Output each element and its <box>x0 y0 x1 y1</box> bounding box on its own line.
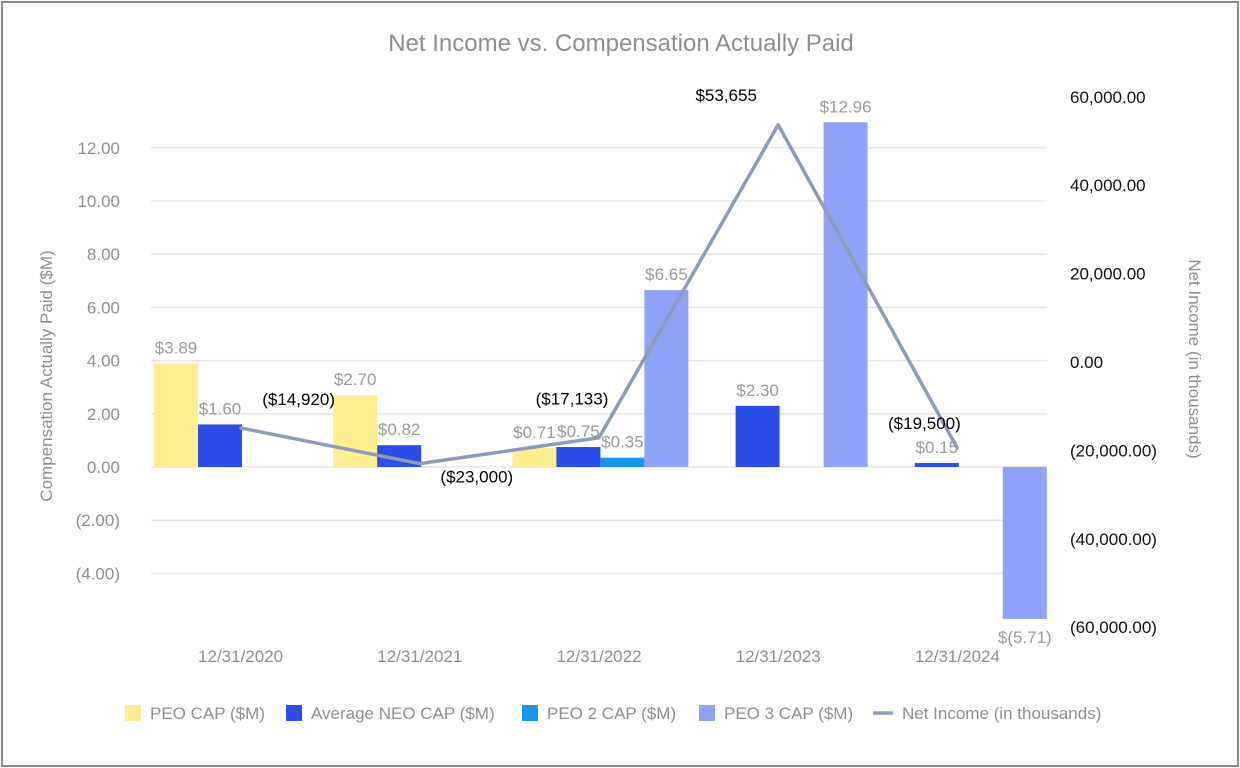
x-tick-label: 12/31/2021 <box>377 647 462 666</box>
legend-label: Net Income (in thousands) <box>902 704 1101 723</box>
bar-data-label: $2.70 <box>334 370 377 389</box>
legend-label: PEO CAP ($M) <box>150 704 265 723</box>
bar-data-label: $3.89 <box>155 339 198 358</box>
bar <box>333 395 378 467</box>
y-axis-label: Compensation Actually Paid ($M) <box>37 250 56 501</box>
net-income-point <box>239 426 243 430</box>
net-income-data-label: $53,655 <box>695 86 756 105</box>
y-tick-label: 2.00 <box>87 405 120 424</box>
legend-label: PEO 2 CAP ($M) <box>547 704 676 723</box>
y-tick-label: 12.00 <box>77 139 120 158</box>
y2-tick-label: (20,000.00) <box>1070 441 1157 460</box>
axes: 12.00 10.00 8.00 6.00 4.00 2.00 0.00 (2.00) (4.0… <box>76 88 1157 666</box>
y2-tick-label: 0.00 <box>1070 353 1103 372</box>
bar <box>198 424 242 467</box>
bar <box>512 448 557 467</box>
bars <box>154 122 1047 619</box>
legend-swatch <box>522 705 538 721</box>
x-tick-label: 12/31/2022 <box>556 647 641 666</box>
legend-swatch <box>699 705 715 721</box>
y-tick-label: (2.00) <box>76 511 120 530</box>
x-tick-label: 12/31/2024 <box>915 647 1000 666</box>
net-income-line <box>239 123 959 466</box>
chart: Net Income vs. Compensation Actually Pai… <box>37 30 1204 723</box>
y-tick-label: 0.00 <box>87 458 120 477</box>
bar <box>823 122 868 467</box>
x-tick-label: 12/31/2020 <box>198 647 283 666</box>
bar-data-label: $0.35 <box>601 433 644 452</box>
y2-tick-label: 20,000.00 <box>1070 265 1146 284</box>
bar <box>1002 467 1047 619</box>
bar-data-label: $12.96 <box>820 97 872 116</box>
bar-data-label: $(5.71) <box>998 628 1052 647</box>
bar-data-label: $6.65 <box>645 265 688 284</box>
legend-label: Average NEO CAP ($M) <box>311 704 495 723</box>
legend-label: PEO 3 CAP ($M) <box>724 704 853 723</box>
bar <box>600 457 645 467</box>
y-tick-label: 6.00 <box>87 298 120 317</box>
net-income-data-label: ($23,000) <box>440 468 513 487</box>
bar-data-label: $0.71 <box>513 423 556 442</box>
net-income-point <box>776 123 780 127</box>
legend-swatch <box>125 705 141 721</box>
net-income-point <box>597 436 601 440</box>
bar-data-label: $0.82 <box>378 420 421 439</box>
net-income-data-label: ($19,500) <box>888 414 961 433</box>
data-labels: $3.89 $2.70 $0.71 $1.60 $0.82 $0.75 $2.30 $0.15… <box>155 86 1052 647</box>
y-tick-label: 4.00 <box>87 352 120 371</box>
y2-tick-label: 40,000.00 <box>1070 176 1146 195</box>
x-tick-label: 12/31/2023 <box>736 647 821 666</box>
bar <box>914 463 959 467</box>
y2-tick-label: (60,000.00) <box>1070 618 1157 637</box>
bar <box>735 405 780 467</box>
bar-data-label: $2.30 <box>736 381 779 400</box>
y-tick-label: (4.00) <box>76 564 120 583</box>
chart-title: Net Income vs. Compensation Actually Pai… <box>388 30 854 57</box>
gridlines <box>151 147 1047 575</box>
bar <box>154 363 198 467</box>
y2-tick-label: (40,000.00) <box>1070 530 1157 549</box>
net-income-data-label: ($14,920) <box>262 390 335 409</box>
legend: PEO CAP ($M) Average NEO CAP ($M) PEO 2 CA… <box>125 704 1101 723</box>
legend-swatch <box>286 705 302 721</box>
net-income-point <box>418 462 422 466</box>
net-income-point <box>955 446 959 450</box>
y2-tick-label: 60,000.00 <box>1070 88 1146 107</box>
y2-axis-label: Net Income (in thousands) <box>1185 259 1204 458</box>
bar-data-label: $0.75 <box>557 422 600 441</box>
y-tick-label: 8.00 <box>87 245 120 264</box>
bar-data-label: $1.60 <box>199 399 242 418</box>
net-income-data-label: ($17,133) <box>536 390 609 409</box>
bar-data-label: $0.15 <box>916 438 959 457</box>
y-tick-label: 10.00 <box>77 192 120 211</box>
bar <box>556 447 601 467</box>
